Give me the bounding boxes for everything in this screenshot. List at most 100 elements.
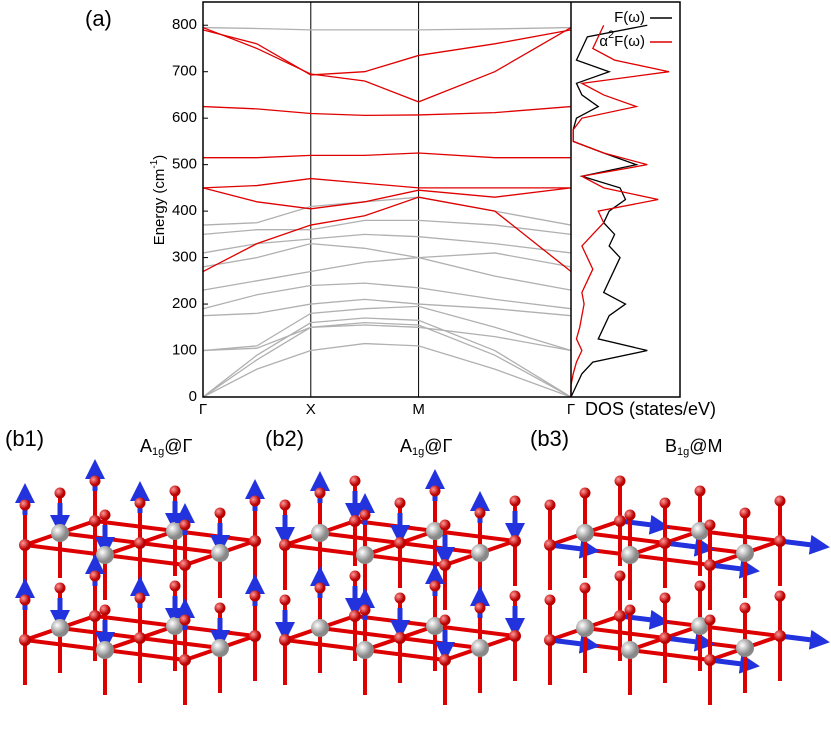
displacement-arrow <box>779 534 830 555</box>
x-axis-label: DOS (states/eV) <box>585 399 716 419</box>
displacement-arrow <box>619 609 670 630</box>
y-tick-label: 400 <box>172 202 197 219</box>
bond <box>24 638 106 652</box>
oxygen-atom <box>89 610 101 622</box>
label-text: B <box>665 436 677 456</box>
bond <box>139 636 221 650</box>
label-text: @Γ <box>164 436 192 456</box>
metal-atom <box>691 617 709 635</box>
oxygen-atom <box>134 632 146 644</box>
label-text: A <box>140 436 152 456</box>
x-tick-label: Γ <box>199 401 207 418</box>
band-plot: 0 100 200 300 400 500 600 700 800 Γ X M Γ <box>172 1 681 418</box>
oxygen-atom <box>179 614 191 626</box>
oxygen-atom <box>349 515 361 527</box>
label-text: @M <box>689 436 722 456</box>
oxygen-atom <box>704 654 716 666</box>
y-tick-label: 300 <box>172 249 197 266</box>
band-line <box>202 105 572 117</box>
bond <box>629 553 711 567</box>
y-tick-label: 200 <box>172 295 197 312</box>
oxygen-atom <box>704 559 716 571</box>
oxygen-atom <box>429 485 441 497</box>
bond <box>584 626 666 640</box>
label: α2F(ω) <box>599 29 645 50</box>
bond <box>284 543 366 557</box>
oxygen-atom <box>509 630 521 642</box>
bond <box>399 636 481 650</box>
oxygen-atom <box>544 539 556 551</box>
oxygen-atom <box>19 594 31 606</box>
oxygen-atom <box>249 590 261 602</box>
oxygen-atom <box>349 570 361 582</box>
y-tick-label: 100 <box>172 341 197 358</box>
oxygen-atom <box>439 559 451 571</box>
metal-atom <box>576 524 594 542</box>
oxygen-atom <box>544 634 556 646</box>
band-line <box>202 324 572 352</box>
oxygen-atom <box>279 499 291 511</box>
panel-label: (a) <box>85 6 112 31</box>
label-sub: 1g <box>677 446 689 458</box>
band-line <box>202 26 572 31</box>
displacement-arrow <box>779 629 830 650</box>
label: B1g@M <box>665 436 723 458</box>
oxygen-atom <box>614 515 626 527</box>
oxygen-atom <box>279 539 291 551</box>
label-text: F(ω) <box>614 33 645 50</box>
y-tick-label: 500 <box>172 156 197 173</box>
bond <box>434 624 516 638</box>
label-text: A <box>400 436 412 456</box>
band-line <box>202 342 572 398</box>
metal-atom <box>211 544 229 562</box>
y-axis-label: Energy (cm-1) <box>149 155 168 246</box>
metal-atom <box>311 524 329 542</box>
label-text: @Γ <box>424 436 452 456</box>
bond <box>104 553 186 567</box>
oxygen-atom <box>774 495 786 507</box>
bond <box>364 553 446 567</box>
displacement-arrow <box>619 514 670 535</box>
bond <box>699 624 781 638</box>
oxygen-atom <box>134 592 146 604</box>
oxygen-atom <box>19 499 31 511</box>
oxygen-atom <box>614 475 626 487</box>
oxygen-atom <box>394 537 406 549</box>
oxygen-atom <box>509 495 521 507</box>
oxygen-atom <box>579 487 591 499</box>
x-tick-label: X <box>306 401 316 418</box>
oxygen-atom <box>89 515 101 527</box>
metal-atom <box>471 639 489 657</box>
oxygen-atom <box>774 590 786 602</box>
oxygen-atom <box>249 535 261 547</box>
band-line <box>202 317 572 398</box>
band-line <box>202 298 572 317</box>
bond <box>104 648 186 662</box>
oxygen-atom <box>394 497 406 509</box>
oxygen-atom <box>359 604 371 616</box>
bond <box>434 529 516 543</box>
oxygen-atom <box>179 559 191 571</box>
metal-atom <box>96 641 114 659</box>
oxygen-atom <box>349 475 361 487</box>
legend-label: F(ω) <box>614 9 645 26</box>
bond <box>24 543 106 557</box>
dos-line <box>570 24 648 398</box>
band-line <box>202 305 572 352</box>
band-line <box>202 196 572 273</box>
oxygen-atom <box>249 630 261 642</box>
oxygen-atom <box>54 487 66 499</box>
oxygen-atom <box>579 582 591 594</box>
oxygen-atom <box>169 485 181 497</box>
oxygen-atom <box>439 614 451 626</box>
band-line <box>202 282 572 310</box>
metal-atom <box>691 522 709 540</box>
label: A1g@Γ <box>400 436 453 458</box>
oxygen-atom <box>474 602 486 614</box>
oxygen-atom <box>54 582 66 594</box>
oxygen-atom <box>349 610 361 622</box>
metal-atom <box>96 546 114 564</box>
y-tick-label: 0 <box>189 388 197 405</box>
oxygen-atom <box>279 634 291 646</box>
oxygen-atom <box>774 630 786 642</box>
